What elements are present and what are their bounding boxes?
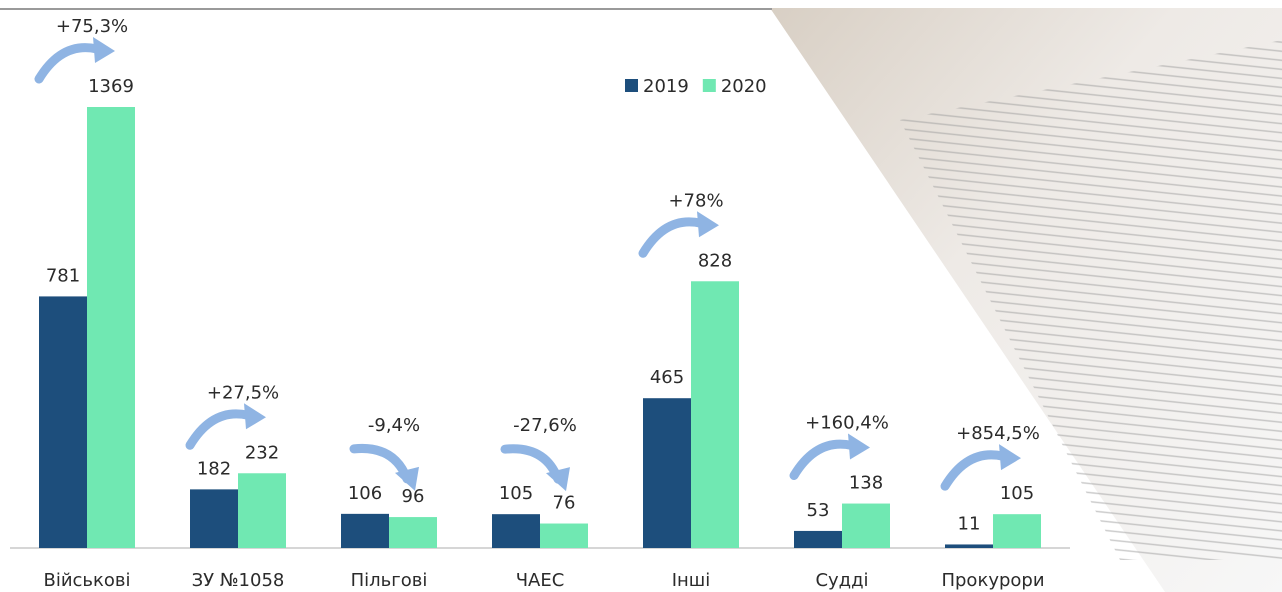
arrow-head — [848, 434, 870, 460]
arrow-head — [999, 444, 1021, 470]
bar — [842, 504, 890, 548]
value-label: 96 — [402, 486, 425, 507]
bar — [238, 473, 286, 548]
value-label: 828 — [698, 250, 732, 271]
arrow-head — [244, 403, 266, 429]
bar — [540, 524, 588, 548]
x-tick-label: Судді — [815, 570, 868, 591]
annotation: +160,4% — [805, 413, 889, 434]
x-tick-label: Пільгові — [351, 570, 428, 591]
legend: 2019 2020 — [625, 76, 767, 97]
bar — [341, 514, 389, 548]
value-label: 1369 — [88, 76, 134, 97]
arrow — [643, 222, 701, 253]
chart: 2019 2020 781 1369 Військові +75,3% 182 232 ЗУ … — [0, 0, 1282, 592]
legend-label: 2019 — [643, 76, 689, 97]
value-label: 138 — [849, 473, 883, 494]
arrow — [794, 444, 852, 475]
arrow-head — [93, 37, 115, 63]
arrow — [39, 48, 97, 79]
annotation: -27,6% — [513, 415, 577, 436]
annotation: +75,3% — [56, 16, 128, 37]
x-tick-label: ЗУ №1058 — [192, 570, 285, 591]
annotation: -9,4% — [368, 415, 420, 436]
annotation: +78% — [668, 190, 723, 211]
value-label: 781 — [46, 265, 80, 286]
bar — [643, 398, 691, 548]
bar — [39, 296, 87, 548]
legend-swatch — [625, 79, 638, 92]
bar — [492, 514, 540, 548]
annotation: +27,5% — [207, 382, 279, 403]
bar — [691, 281, 739, 548]
value-label: 106 — [348, 483, 382, 504]
arrow-head — [697, 211, 719, 237]
bar — [87, 107, 135, 548]
arrow — [190, 414, 248, 445]
value-label: 53 — [807, 500, 830, 521]
value-label: 11 — [958, 513, 981, 534]
value-label: 232 — [245, 442, 279, 463]
bar — [794, 531, 842, 548]
paper-stack — [900, 40, 1282, 560]
x-tick-label: Інші — [672, 570, 711, 591]
bar — [945, 544, 993, 548]
value-label: 105 — [499, 483, 533, 504]
x-tick-label: ЧАЕС — [516, 570, 565, 591]
x-tick-label: Прокурори — [941, 570, 1044, 591]
annotation: +854,5% — [956, 423, 1040, 444]
value-label: 76 — [553, 493, 576, 514]
legend-swatch — [703, 79, 716, 92]
value-label: 465 — [650, 367, 684, 388]
bar — [389, 517, 437, 548]
arrow — [945, 455, 1003, 486]
value-label: 105 — [1000, 483, 1034, 504]
bar — [993, 514, 1041, 548]
legend-label: 2020 — [721, 76, 767, 97]
x-tick-label: Військові — [43, 570, 130, 591]
bar — [190, 489, 238, 548]
value-label: 182 — [197, 458, 231, 479]
